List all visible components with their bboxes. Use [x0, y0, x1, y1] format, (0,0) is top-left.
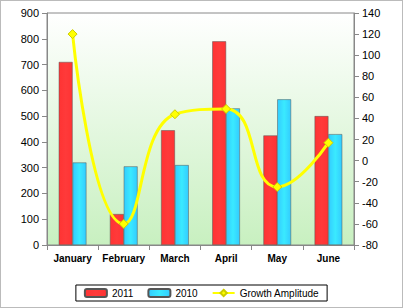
svg-text:-80: -80	[362, 239, 378, 251]
svg-text:400: 400	[21, 136, 39, 148]
svg-text:Growth Amplitude: Growth Amplitude	[240, 288, 319, 299]
svg-text:500: 500	[21, 110, 39, 122]
svg-text:600: 600	[21, 84, 39, 96]
svg-text:2011: 2011	[112, 288, 134, 299]
svg-text:900: 900	[21, 7, 39, 19]
svg-text:March: March	[160, 253, 189, 264]
svg-text:200: 200	[21, 187, 39, 199]
svg-text:-60: -60	[362, 218, 378, 230]
svg-text:20: 20	[362, 134, 374, 146]
svg-text:April: April	[215, 253, 238, 264]
svg-text:0: 0	[362, 155, 368, 167]
svg-text:60: 60	[362, 91, 374, 103]
svg-text:800: 800	[21, 33, 39, 45]
svg-text:100: 100	[21, 213, 39, 225]
svg-text:January: January	[53, 253, 92, 264]
svg-text:300: 300	[21, 162, 39, 174]
svg-text:-40: -40	[362, 197, 378, 209]
svg-text:140: 140	[362, 7, 380, 19]
svg-text:-20: -20	[362, 176, 378, 188]
svg-text:0: 0	[33, 239, 39, 251]
svg-text:80: 80	[362, 70, 374, 82]
svg-text:June: June	[317, 253, 341, 264]
svg-text:120: 120	[362, 28, 380, 40]
svg-text:40: 40	[362, 112, 374, 124]
svg-text:100: 100	[362, 49, 380, 61]
svg-text:2010: 2010	[175, 288, 198, 299]
svg-text:February: February	[102, 253, 145, 264]
svg-text:700: 700	[21, 59, 39, 71]
svg-text:May: May	[268, 253, 288, 264]
